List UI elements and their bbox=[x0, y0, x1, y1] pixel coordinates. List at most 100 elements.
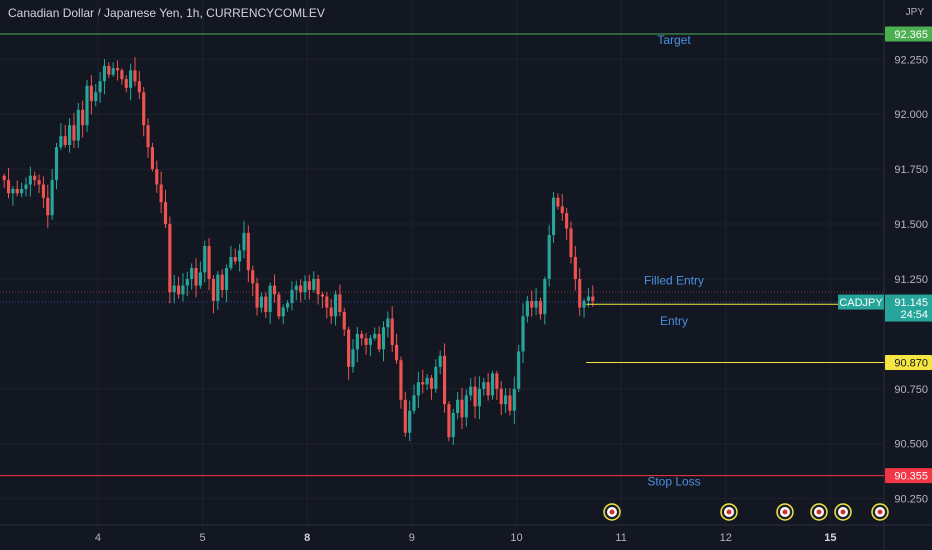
candle-body[interactable] bbox=[416, 382, 420, 396]
candle-body[interactable] bbox=[486, 382, 490, 396]
candle-body[interactable] bbox=[412, 395, 416, 411]
candle-body[interactable] bbox=[490, 373, 495, 396]
candle-body[interactable] bbox=[198, 272, 202, 286]
candle-body[interactable] bbox=[565, 213, 569, 229]
candle-body[interactable] bbox=[224, 267, 229, 290]
candle-body[interactable] bbox=[168, 224, 172, 293]
candle-body[interactable] bbox=[512, 388, 516, 411]
candle-body[interactable] bbox=[456, 399, 460, 413]
candle-body[interactable] bbox=[89, 85, 93, 102]
candle-body[interactable] bbox=[211, 278, 216, 301]
candle-body[interactable] bbox=[120, 70, 124, 80]
candle-body[interactable] bbox=[386, 318, 390, 328]
candle-body[interactable] bbox=[286, 303, 290, 308]
candle-body[interactable] bbox=[63, 136, 67, 145]
candle-body[interactable] bbox=[307, 281, 311, 290]
candle-body[interactable] bbox=[28, 175, 32, 185]
candle-body[interactable] bbox=[133, 70, 137, 82]
candle-body[interactable] bbox=[15, 188, 19, 194]
candle-body[interactable] bbox=[172, 285, 176, 293]
candle-body[interactable] bbox=[556, 197, 560, 207]
candle-body[interactable] bbox=[264, 296, 268, 312]
candle-body[interactable] bbox=[181, 285, 185, 295]
candle-body[interactable] bbox=[316, 278, 320, 295]
candle-body[interactable] bbox=[11, 188, 15, 194]
candle-body[interactable] bbox=[551, 197, 556, 236]
candle-body[interactable] bbox=[229, 257, 233, 268]
candle-body[interactable] bbox=[521, 316, 525, 352]
candle-body[interactable] bbox=[194, 267, 198, 286]
candle-body[interactable] bbox=[185, 278, 189, 286]
candle-body[interactable] bbox=[68, 125, 72, 145]
candle-body[interactable] bbox=[146, 125, 150, 148]
candle-body[interactable] bbox=[447, 404, 451, 438]
candle-body[interactable] bbox=[98, 81, 102, 93]
candle-body[interactable] bbox=[238, 250, 242, 262]
candle-body[interactable] bbox=[320, 294, 325, 297]
candle-body[interactable] bbox=[24, 184, 28, 189]
candle-body[interactable] bbox=[403, 399, 407, 433]
candle-body[interactable] bbox=[142, 92, 146, 126]
candle-body[interactable] bbox=[425, 377, 429, 385]
candle-body[interactable] bbox=[312, 278, 316, 290]
candle-body[interactable] bbox=[473, 386, 477, 407]
candle-body[interactable] bbox=[482, 382, 486, 389]
candle-body[interactable] bbox=[242, 232, 246, 251]
candle-body[interactable] bbox=[525, 300, 529, 317]
candle-body[interactable] bbox=[76, 109, 80, 141]
candle-body[interactable] bbox=[399, 360, 403, 400]
candle-body[interactable] bbox=[137, 81, 141, 93]
candle-body[interactable] bbox=[347, 329, 351, 367]
candle-body[interactable] bbox=[560, 206, 564, 214]
candle-body[interactable] bbox=[54, 147, 59, 181]
candle-body[interactable] bbox=[421, 382, 425, 385]
candle-body[interactable] bbox=[41, 184, 45, 198]
candle-body[interactable] bbox=[338, 294, 342, 312]
candle-body[interactable] bbox=[111, 68, 115, 75]
candle-body[interactable] bbox=[390, 318, 394, 345]
candle-body[interactable] bbox=[85, 85, 89, 126]
candle-body[interactable] bbox=[442, 355, 447, 405]
candle-body[interactable] bbox=[59, 136, 63, 148]
candle-body[interactable] bbox=[6, 180, 11, 194]
candle-body[interactable] bbox=[438, 355, 442, 367]
candle-body[interactable] bbox=[477, 388, 481, 407]
candle-body[interactable] bbox=[586, 296, 590, 301]
candle-body[interactable] bbox=[107, 65, 111, 75]
candle-body[interactable] bbox=[534, 300, 538, 308]
candle-body[interactable] bbox=[294, 285, 298, 290]
candle-body[interactable] bbox=[268, 285, 272, 312]
candle-body[interactable] bbox=[190, 267, 194, 279]
candle-body[interactable] bbox=[504, 395, 508, 405]
candle-body[interactable] bbox=[290, 289, 294, 304]
candle-body[interactable] bbox=[163, 202, 168, 225]
candle-body[interactable] bbox=[517, 351, 521, 389]
candle-body[interactable] bbox=[434, 366, 438, 389]
candle-body[interactable] bbox=[451, 412, 455, 438]
candle-body[interactable] bbox=[255, 283, 259, 308]
candle-body[interactable] bbox=[33, 175, 37, 181]
candle-body[interactable] bbox=[333, 294, 338, 317]
candle-body[interactable] bbox=[578, 278, 582, 308]
candle-body[interactable] bbox=[429, 377, 434, 389]
candle-body[interactable] bbox=[543, 278, 547, 315]
candle-body[interactable] bbox=[381, 327, 386, 350]
candle-body[interactable] bbox=[281, 307, 285, 317]
candle-body[interactable] bbox=[2, 175, 6, 181]
candle-body[interactable] bbox=[129, 70, 133, 88]
candle-body[interactable] bbox=[329, 307, 333, 317]
candle-body[interactable] bbox=[115, 68, 120, 71]
candle-body[interactable] bbox=[155, 169, 159, 185]
candle-body[interactable] bbox=[573, 257, 577, 279]
candle-body[interactable] bbox=[342, 311, 346, 330]
candle-body[interactable] bbox=[460, 399, 464, 418]
candle-body[interactable] bbox=[150, 147, 154, 170]
candle-body[interactable] bbox=[177, 285, 181, 295]
candle-body[interactable] bbox=[216, 274, 220, 301]
candle-body[interactable] bbox=[582, 300, 586, 308]
candle-body[interactable] bbox=[81, 109, 85, 126]
candle-body[interactable] bbox=[207, 246, 211, 279]
candle-body[interactable] bbox=[325, 296, 329, 308]
candle-body[interactable] bbox=[530, 300, 534, 308]
candle-body[interactable] bbox=[351, 349, 355, 367]
